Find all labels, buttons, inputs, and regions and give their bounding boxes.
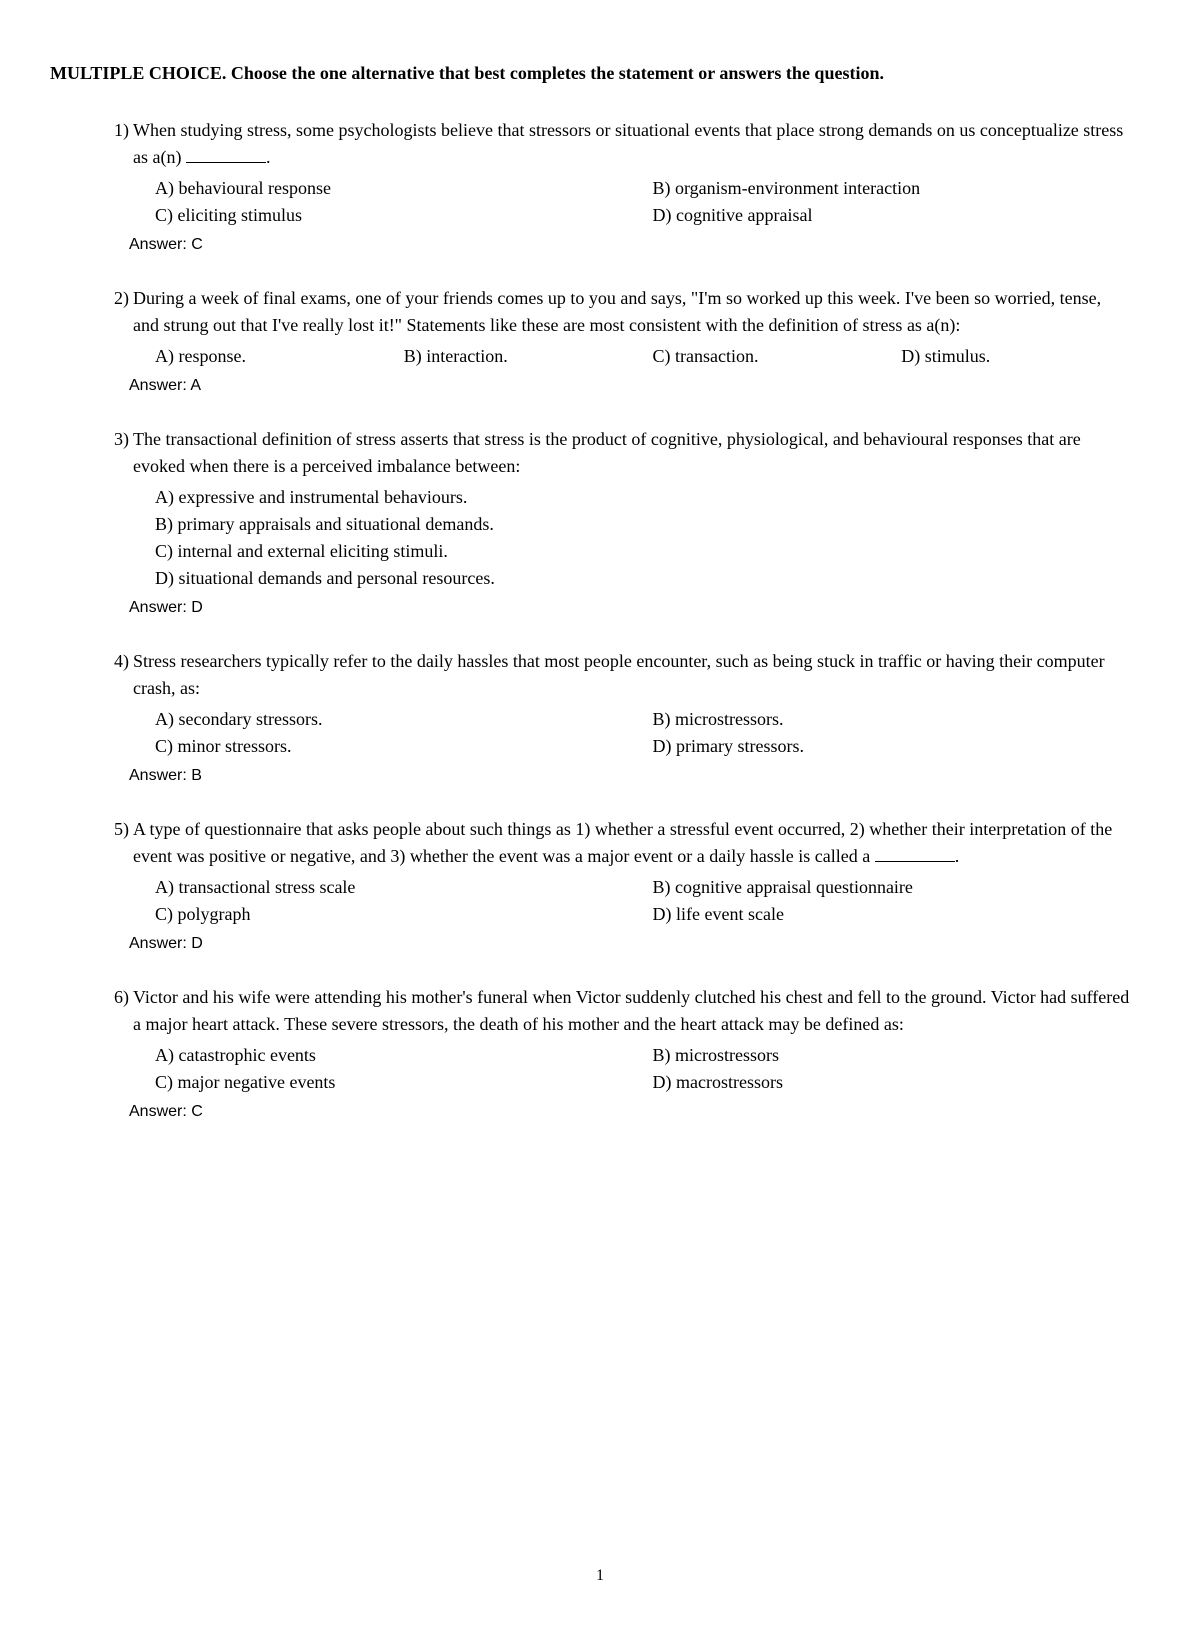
- section-header: MULTIPLE CHOICE. Choose the one alternat…: [50, 60, 1150, 87]
- option-c: C) major negative events: [155, 1069, 653, 1096]
- question-block: 4)Stress researchers typically refer to …: [105, 648, 1150, 788]
- option-c: C) eliciting stimulus: [155, 202, 653, 229]
- question-stem: The transactional definition of stress a…: [133, 426, 1150, 480]
- option-c: C) transaction.: [653, 343, 902, 370]
- question-text: 4)Stress researchers typically refer to …: [105, 648, 1150, 702]
- options: A) response.B) interaction.C) transactio…: [155, 343, 1150, 370]
- option-d: D) cognitive appraisal: [653, 202, 1151, 229]
- question-number: 1): [105, 117, 129, 171]
- option-a: A) catastrophic events: [155, 1042, 653, 1069]
- question-stem: During a week of final exams, one of you…: [133, 285, 1150, 339]
- option-a: A) secondary stressors.: [155, 706, 653, 733]
- options: A) behavioural responseB) organism-envir…: [155, 175, 1150, 229]
- questions-container: 1)When studying stress, some psychologis…: [50, 117, 1150, 1124]
- options: A) transactional stress scaleB) cognitiv…: [155, 874, 1150, 928]
- question-stem: A type of questionnaire that asks people…: [133, 816, 1150, 870]
- option-a: A) expressive and instrumental behaviour…: [155, 484, 1150, 511]
- option-d: D) life event scale: [653, 901, 1151, 928]
- option-d: D) macrostressors: [653, 1069, 1151, 1096]
- option-c: C) polygraph: [155, 901, 653, 928]
- option-d: D) stimulus.: [901, 343, 1150, 370]
- option-a: A) transactional stress scale: [155, 874, 653, 901]
- answer: Answer: D: [129, 932, 1150, 956]
- option-a: A) response.: [155, 343, 404, 370]
- option-b: B) cognitive appraisal questionnaire: [653, 874, 1151, 901]
- question-number: 3): [105, 426, 129, 480]
- page-number: 1: [50, 1564, 1150, 1588]
- fill-blank: [186, 145, 266, 163]
- question-block: 3)The transactional definition of stress…: [105, 426, 1150, 620]
- question-stem: Victor and his wife were attending his m…: [133, 984, 1150, 1038]
- options: A) catastrophic eventsB) microstressorsC…: [155, 1042, 1150, 1096]
- option-b: B) microstressors: [653, 1042, 1151, 1069]
- question-number: 5): [105, 816, 129, 870]
- question-text: 5)A type of questionnaire that asks peop…: [105, 816, 1150, 870]
- option-b: B) interaction.: [404, 343, 653, 370]
- option-a: A) behavioural response: [155, 175, 653, 202]
- question-number: 4): [105, 648, 129, 702]
- answer: Answer: C: [129, 233, 1150, 257]
- question-block: 1)When studying stress, some psychologis…: [105, 117, 1150, 257]
- question-stem: When studying stress, some psychologists…: [133, 117, 1150, 171]
- options: A) secondary stressors.B) microstressors…: [155, 706, 1150, 760]
- question-number: 6): [105, 984, 129, 1038]
- question-block: 6)Victor and his wife were attending his…: [105, 984, 1150, 1124]
- option-b: B) primary appraisals and situational de…: [155, 511, 1150, 538]
- question-stem: Stress researchers typically refer to th…: [133, 648, 1150, 702]
- option-c: C) minor stressors.: [155, 733, 653, 760]
- answer: Answer: A: [129, 374, 1150, 398]
- question-text: 1)When studying stress, some psychologis…: [105, 117, 1150, 171]
- fill-blank: [875, 844, 955, 862]
- question-text: 2)During a week of final exams, one of y…: [105, 285, 1150, 339]
- option-d: D) situational demands and personal reso…: [155, 565, 1150, 592]
- answer: Answer: C: [129, 1100, 1150, 1124]
- question-block: 5)A type of questionnaire that asks peop…: [105, 816, 1150, 956]
- options: A) expressive and instrumental behaviour…: [155, 484, 1150, 592]
- option-d: D) primary stressors.: [653, 733, 1151, 760]
- answer: Answer: D: [129, 596, 1150, 620]
- question-number: 2): [105, 285, 129, 339]
- option-b: B) organism-environment interaction: [653, 175, 1151, 202]
- option-b: B) microstressors.: [653, 706, 1151, 733]
- question-text: 3)The transactional definition of stress…: [105, 426, 1150, 480]
- option-c: C) internal and external eliciting stimu…: [155, 538, 1150, 565]
- question-block: 2)During a week of final exams, one of y…: [105, 285, 1150, 398]
- answer: Answer: B: [129, 764, 1150, 788]
- question-text: 6)Victor and his wife were attending his…: [105, 984, 1150, 1038]
